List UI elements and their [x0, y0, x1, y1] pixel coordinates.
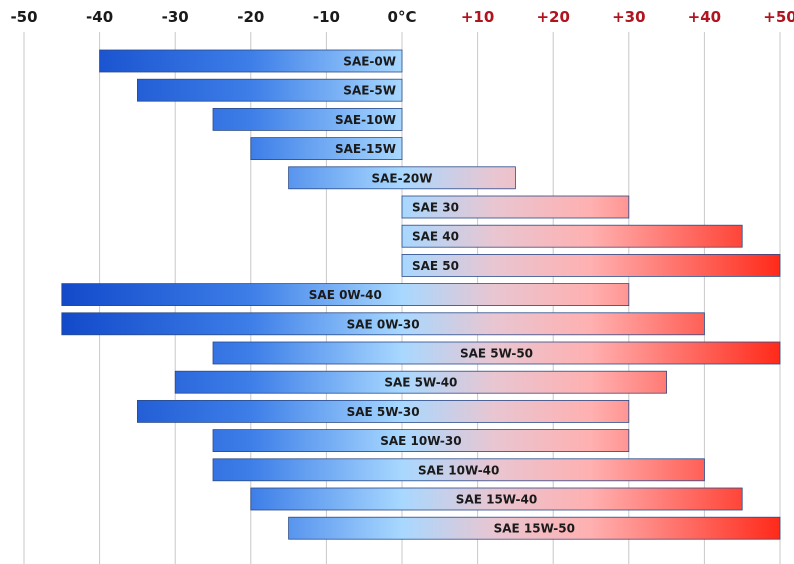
- bar-row: SAE-15W: [250, 137, 403, 161]
- bar-label: SAE 40: [412, 230, 459, 244]
- bar: [401, 253, 781, 277]
- bar-row: SAE-10W: [212, 108, 403, 131]
- bar-row: SAE-5W: [136, 78, 403, 102]
- bar: [250, 137, 403, 161]
- x-tick-label: 0°C: [388, 8, 417, 26]
- bar-label: SAE-5W: [343, 84, 396, 98]
- bar-row: SAE 30: [401, 195, 630, 219]
- bar-label: SAE-20W: [371, 171, 432, 185]
- bar-row: SAE-0W: [99, 49, 403, 73]
- x-tick-label: +30: [612, 8, 645, 26]
- bar-label: SAE 30: [412, 201, 459, 215]
- bar-label: SAE 50: [412, 259, 459, 273]
- bar-label: SAE 0W-40: [309, 288, 382, 302]
- x-tick-label: -20: [237, 8, 264, 26]
- bar-label: SAE 10W-40: [418, 463, 499, 477]
- bar-label: SAE 5W-40: [384, 376, 457, 390]
- bar: [99, 49, 403, 73]
- bar-label: SAE 15W-40: [456, 493, 537, 507]
- bar-label: SAE 15W-50: [494, 522, 575, 536]
- bar-label: SAE-0W: [343, 55, 396, 69]
- x-tick-label: -50: [10, 8, 37, 26]
- x-tick-label: -30: [162, 8, 189, 26]
- bar-label: SAE 5W-50: [460, 347, 533, 361]
- x-tick-label: -40: [86, 8, 113, 26]
- x-tick-label: -10: [313, 8, 340, 26]
- bar: [288, 516, 781, 540]
- bar-row: SAE 5W-50: [212, 341, 781, 365]
- bar: [136, 399, 630, 423]
- bar: [212, 429, 630, 453]
- bar-label: SAE 10W-30: [380, 434, 461, 448]
- x-tick-label: +10: [461, 8, 494, 26]
- bar-row: SAE 10W-40: [212, 458, 705, 482]
- bar-row: SAE-20W: [288, 166, 516, 190]
- bar-row: SAE 15W-50: [288, 516, 781, 540]
- bars: SAE-0W SAE-5W SAE-10W SAE-15W SAE-20W SAE 30 S…: [61, 49, 781, 540]
- x-axis-ticks: -50 -40 -30 -20 -10 0°C +10 +20 +30 +40 +50: [10, 8, 794, 26]
- bar: [212, 341, 781, 365]
- x-tick-label: +50: [763, 8, 794, 26]
- bar: [288, 166, 516, 190]
- bar: [250, 487, 743, 511]
- bar-label: SAE 5W-30: [347, 405, 420, 419]
- bar-row: SAE 5W-30: [136, 399, 630, 423]
- bar: [174, 370, 667, 394]
- x-tick-label: +40: [688, 8, 721, 26]
- bar-label: SAE-10W: [335, 113, 396, 127]
- bar-row: SAE 40: [401, 224, 743, 248]
- bar-label: SAE-15W: [335, 142, 396, 156]
- bar-row: SAE 5W-40: [174, 370, 667, 394]
- bar-row: SAE 15W-40: [250, 487, 743, 511]
- bar: [212, 458, 705, 482]
- bar-row: SAE 10W-30: [212, 429, 630, 453]
- bar-row: SAE 50: [401, 253, 781, 277]
- bar: [61, 312, 705, 336]
- bar: [136, 78, 403, 102]
- bar: [212, 108, 403, 131]
- x-tick-label: +20: [536, 8, 569, 26]
- bar-row: SAE 0W-40: [61, 283, 630, 307]
- bar: [61, 283, 630, 307]
- bar: [401, 195, 630, 219]
- bar: [401, 224, 743, 248]
- bar-label: SAE 0W-30: [347, 317, 420, 331]
- bar-row: SAE 0W-30: [61, 312, 705, 336]
